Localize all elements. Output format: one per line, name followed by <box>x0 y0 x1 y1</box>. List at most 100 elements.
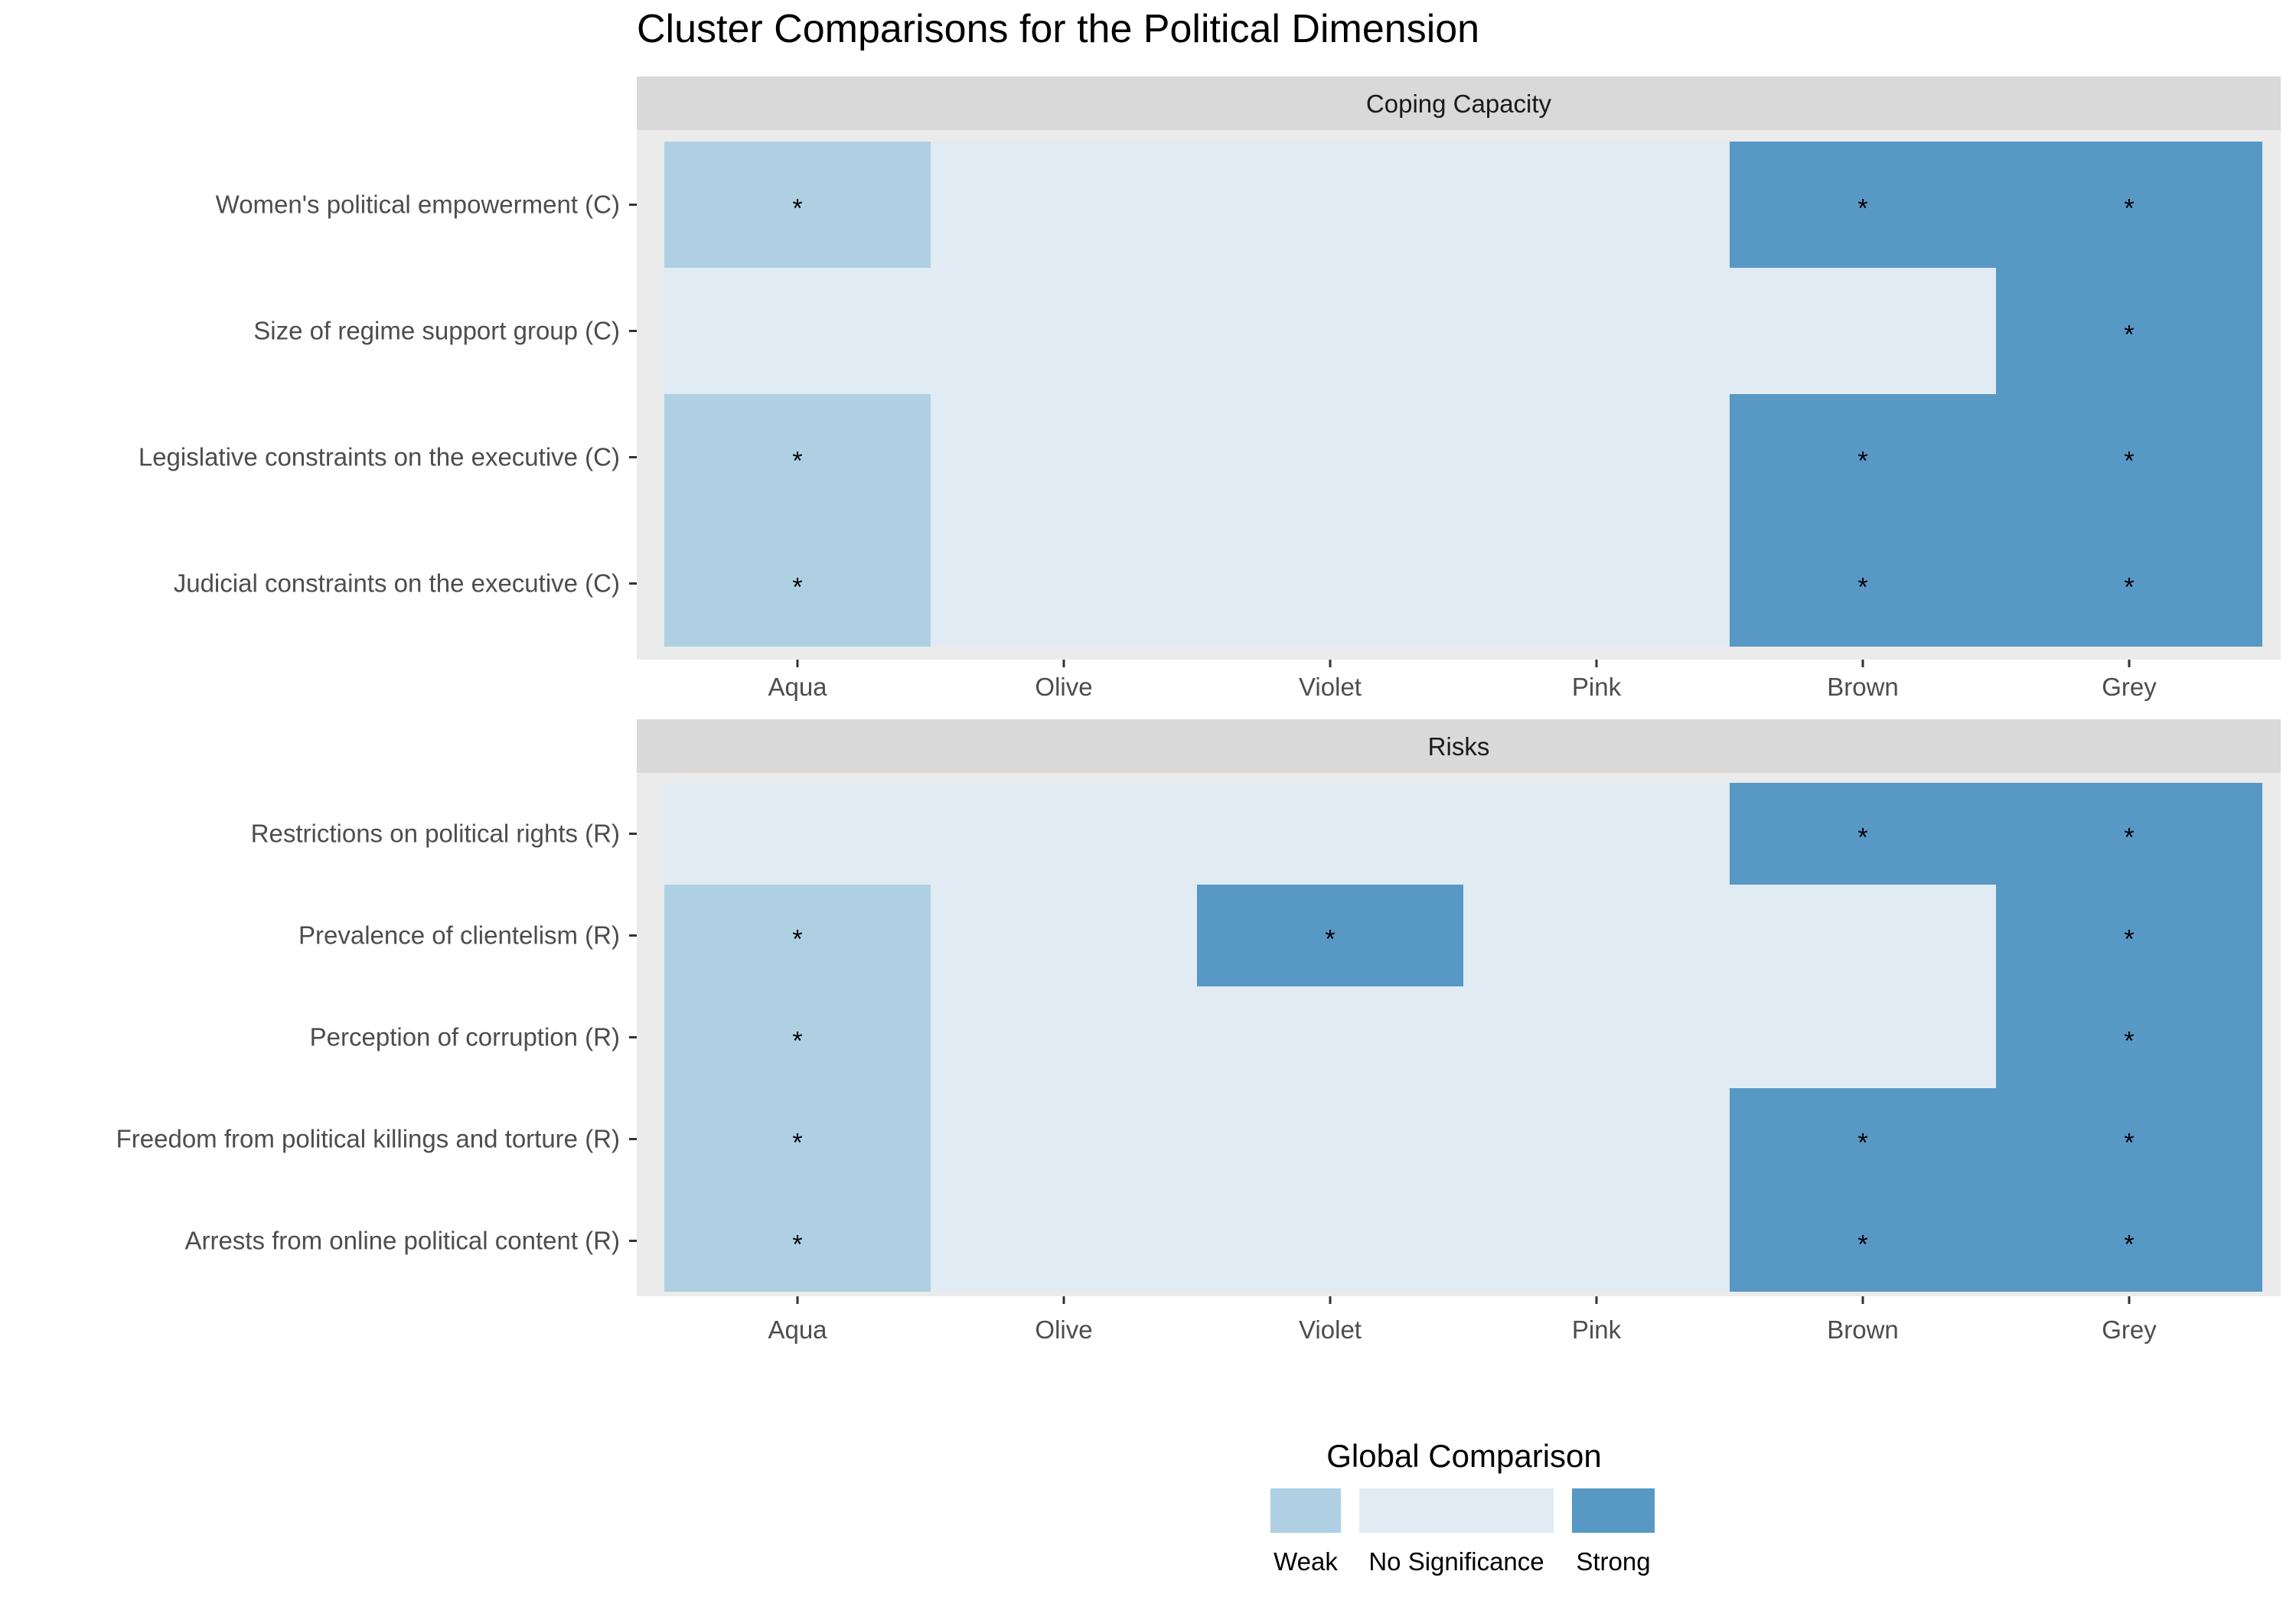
significance-star: * <box>2124 194 2134 223</box>
heatmap-cell <box>931 986 1197 1088</box>
x-tick-label: Pink <box>1572 1315 1622 1344</box>
significance-star: * <box>1857 1231 1867 1260</box>
legend-label: No Significance <box>1368 1547 1544 1576</box>
significance-star: * <box>792 925 802 954</box>
y-tick-label: Restrictions on political rights (R) <box>251 820 620 848</box>
heatmap-cell <box>1730 520 1996 647</box>
heatmap-cell <box>1996 783 2262 885</box>
panel-strip-label: Risks <box>1428 732 1490 761</box>
heatmap-cell <box>1197 986 1463 1088</box>
y-tick-label: Prevalence of clientelism (R) <box>298 921 620 950</box>
x-tick-label: Grey <box>2102 673 2157 701</box>
heatmap-cell <box>1730 1190 1996 1292</box>
significance-star: * <box>792 1129 802 1158</box>
heatmap-cell <box>664 394 931 520</box>
heatmap-cell <box>931 142 1197 268</box>
heatmap-cell <box>1463 1088 1730 1190</box>
significance-star: * <box>1325 925 1335 954</box>
significance-star: * <box>2124 447 2134 476</box>
heatmap-cell <box>1463 142 1730 268</box>
legend-key-no-significance <box>1359 1488 1554 1533</box>
legend-key-strong <box>1572 1488 1655 1533</box>
heatmap-cell <box>1463 885 1730 986</box>
significance-star: * <box>1857 194 1867 223</box>
heatmap-cell <box>1463 986 1730 1088</box>
legend-label: Strong <box>1576 1547 1650 1576</box>
legend-key-weak <box>1270 1488 1341 1533</box>
y-tick-label: Arrests from online political content (R… <box>184 1227 620 1255</box>
heatmap-cell <box>1730 394 1996 520</box>
y-tick-label: Judicial constraints on the executive (C… <box>174 569 620 598</box>
x-tick-label: Violet <box>1299 673 1362 701</box>
x-tick-label: Brown <box>1827 673 1899 701</box>
panel-strip-label: Coping Capacity <box>1366 90 1552 118</box>
y-tick-label: Women's political empowerment (C) <box>216 191 620 219</box>
x-tick-label: Brown <box>1827 1315 1899 1344</box>
heatmap-cell <box>664 885 931 986</box>
heatmap-cell <box>1463 783 1730 885</box>
heatmap-cell <box>1197 1190 1463 1292</box>
significance-star: * <box>2124 321 2134 350</box>
heatmap-cell <box>1996 394 2262 520</box>
heatmap-cell <box>1996 986 2262 1088</box>
y-tick-label: Legislative constraints on the executive… <box>139 443 620 471</box>
significance-star: * <box>2124 1129 2134 1158</box>
y-tick-label: Freedom from political killings and tort… <box>116 1125 620 1153</box>
heatmap-cell <box>664 268 931 394</box>
heatmap-cell <box>664 1088 931 1190</box>
significance-star: * <box>2124 823 2134 852</box>
x-tick-label: Violet <box>1299 1315 1362 1344</box>
heatmap-cell <box>1996 885 2262 986</box>
heatmap-cell <box>1463 1190 1730 1292</box>
x-tick-label: Aqua <box>768 673 827 701</box>
heatmap-cell <box>931 268 1197 394</box>
heatmap-cell <box>1730 986 1996 1088</box>
heatmap-cell <box>1197 394 1463 520</box>
heatmap-cell <box>931 1190 1197 1292</box>
heatmap-cell <box>1197 268 1463 394</box>
heatmap-cell <box>1996 142 2262 268</box>
x-tick-label: Grey <box>2102 1315 2157 1344</box>
significance-star: * <box>792 1231 802 1260</box>
significance-star: * <box>2124 573 2134 602</box>
significance-star: * <box>1857 573 1867 602</box>
significance-star: * <box>2124 925 2134 954</box>
legend-title: Global Comparison <box>1326 1438 1602 1474</box>
x-tick-label: Pink <box>1572 673 1622 701</box>
significance-star: * <box>1857 1129 1867 1158</box>
legend-label: Weak <box>1274 1547 1338 1576</box>
heatmap-cell <box>1463 394 1730 520</box>
x-tick-label: Olive <box>1035 1315 1092 1344</box>
y-tick-label: Size of regime support group (C) <box>253 317 620 345</box>
heatmap-cell <box>1996 520 2262 647</box>
heatmap-cell <box>931 520 1197 647</box>
heatmap-cell <box>1730 268 1996 394</box>
significance-star: * <box>2124 1231 2134 1260</box>
heatmap-cell <box>931 394 1197 520</box>
significance-star: * <box>792 573 802 602</box>
heatmap-cell <box>931 783 1197 885</box>
heatmap-cell <box>1463 268 1730 394</box>
heatmap-cell <box>1730 142 1996 268</box>
significance-star: * <box>2124 1027 2134 1056</box>
significance-star: * <box>792 1027 802 1056</box>
heatmap-cell <box>1996 1088 2262 1190</box>
significance-star: * <box>792 447 802 476</box>
heatmap-cell <box>1996 1190 2262 1292</box>
chart-title: Cluster Comparisons for the Political Di… <box>637 7 1480 51</box>
significance-star: * <box>1857 447 1867 476</box>
heatmap-cell <box>931 1088 1197 1190</box>
heatmap-cell <box>1996 268 2262 394</box>
heatmap-cell <box>664 783 931 885</box>
panel-strip-coping-capacity <box>637 77 2281 130</box>
heatmap-cell <box>1730 783 1996 885</box>
panel-strip-risks <box>637 719 2281 773</box>
heatmap-cell <box>664 1190 931 1292</box>
heatmap-cell <box>664 142 931 268</box>
heatmap-cell <box>1197 1088 1463 1190</box>
heatmap-cell <box>1730 1088 1996 1190</box>
heatmap-cell <box>1730 885 1996 986</box>
x-tick-label: Olive <box>1035 673 1092 701</box>
heatmap-cell <box>664 986 931 1088</box>
